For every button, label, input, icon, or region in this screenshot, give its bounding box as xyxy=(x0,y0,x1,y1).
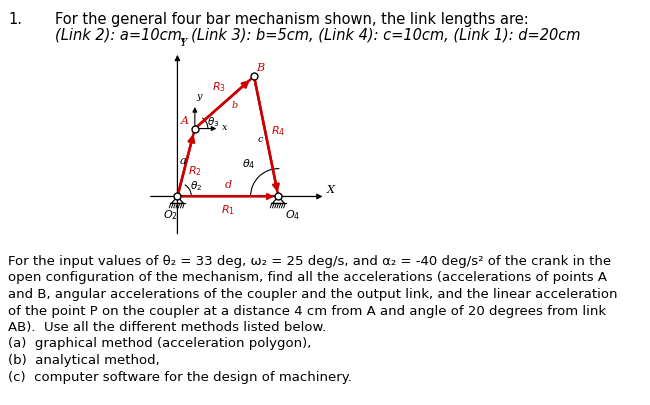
Text: $O_4$: $O_4$ xyxy=(285,209,301,222)
Text: For the general four bar mechanism shown, the link lengths are:: For the general four bar mechanism shown… xyxy=(55,12,528,27)
Text: $R_2$: $R_2$ xyxy=(188,164,202,178)
Text: $O_2$: $O_2$ xyxy=(163,209,178,222)
Text: (c)  computer software for the design of machinery.: (c) computer software for the design of … xyxy=(8,371,352,384)
Text: For the input values of θ₂ = 33 deg, ω₂ = 25 deg/s, and α₂ = -40 deg/s² of the c: For the input values of θ₂ = 33 deg, ω₂ … xyxy=(8,255,611,268)
Text: open configuration of the mechanism, find all the accelerations (accelerations o: open configuration of the mechanism, fin… xyxy=(8,271,607,284)
Text: B: B xyxy=(256,63,264,73)
Text: y: y xyxy=(196,92,202,101)
Text: (a)  graphical method (acceleration polygon),: (a) graphical method (acceleration polyg… xyxy=(8,337,311,350)
Text: Y: Y xyxy=(179,38,187,49)
Text: AB).  Use all the different methods listed below.: AB). Use all the different methods liste… xyxy=(8,321,326,334)
Text: (b)  analytical method,: (b) analytical method, xyxy=(8,354,160,367)
Text: $R_3$: $R_3$ xyxy=(213,80,226,94)
Text: $R_1$: $R_1$ xyxy=(221,203,235,217)
Text: $R_4$: $R_4$ xyxy=(272,124,286,138)
Text: X: X xyxy=(327,185,335,195)
Text: (Link 2): a=10cm, (Link 3): b=5cm, (Link 4): c=10cm, (Link 1): d=20cm: (Link 2): a=10cm, (Link 3): b=5cm, (Link… xyxy=(55,28,580,43)
Text: $\theta_3$: $\theta_3$ xyxy=(207,115,220,129)
Text: A: A xyxy=(181,116,188,126)
Text: c: c xyxy=(257,135,263,145)
Text: $\theta_4$: $\theta_4$ xyxy=(242,157,255,171)
Text: of the point P on the coupler at a distance 4 cm from A and angle of 20 degrees : of the point P on the coupler at a dista… xyxy=(8,305,606,318)
Text: a: a xyxy=(180,156,187,166)
Text: and B, angular accelerations of the coupler and the output link, and the linear : and B, angular accelerations of the coup… xyxy=(8,288,617,301)
Text: b: b xyxy=(231,101,238,111)
Text: 1.: 1. xyxy=(8,12,22,27)
Text: $\theta_2$: $\theta_2$ xyxy=(190,179,202,193)
Text: d: d xyxy=(224,179,231,190)
Text: x: x xyxy=(222,123,227,132)
